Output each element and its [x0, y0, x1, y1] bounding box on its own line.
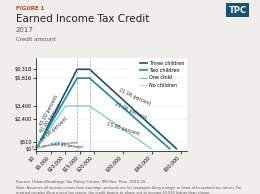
Text: 2017: 2017	[16, 27, 34, 33]
Legend: Three children, Two children, One child, No children: Three children, Two children, One child,…	[140, 61, 185, 88]
Text: Credit amount: Credit amount	[16, 37, 55, 42]
Text: Source: Urban-Brookings Tax Policy Center, IRS Rev. Proc. 2016-55.: Source: Urban-Brookings Tax Policy Cente…	[16, 180, 146, 184]
Text: 7.65 percent: 7.65 percent	[31, 143, 58, 151]
Text: FIGURE 1: FIGURE 1	[16, 6, 44, 11]
Text: 7.65 percent: 7.65 percent	[57, 143, 83, 149]
Text: Note: Assumes all income comes from earnings; amounts are for taxpayers filing a: Note: Assumes all income comes from earn…	[16, 186, 241, 194]
Text: 21.06 percent: 21.06 percent	[114, 101, 147, 121]
Text: Earned Income Tax Credit: Earned Income Tax Credit	[16, 14, 149, 24]
Text: 45.00 percent: 45.00 percent	[38, 95, 59, 127]
Text: 7.65 percent: 7.65 percent	[51, 141, 77, 147]
Text: 34.00 percent: 34.00 percent	[39, 117, 68, 143]
Text: 15.98 percent: 15.98 percent	[106, 121, 140, 136]
Text: 40.00 percent: 40.00 percent	[39, 103, 63, 134]
Text: 21.06 percent: 21.06 percent	[118, 88, 152, 107]
Text: TPC: TPC	[229, 6, 247, 15]
